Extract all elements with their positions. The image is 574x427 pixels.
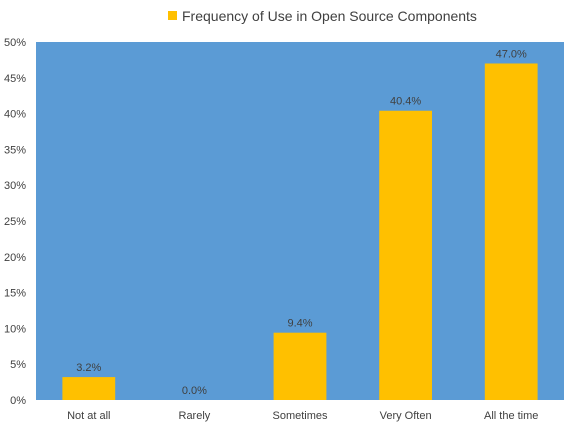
x-tick-label: Very Often	[380, 410, 432, 422]
y-tick-label: 40%	[4, 109, 26, 121]
x-tick-label: Sometimes	[272, 410, 328, 422]
data-label: 47.0%	[496, 48, 527, 60]
data-label: 9.4%	[287, 318, 312, 330]
data-label: 3.2%	[76, 362, 101, 374]
y-tick-label: 35%	[4, 144, 26, 156]
legend-swatch	[168, 11, 177, 20]
legend: Frequency of Use in Open Source Componen…	[168, 8, 477, 24]
x-axis: Not at all Rarely Sometimes Very Often All t…	[67, 410, 538, 422]
data-label: 40.4%	[390, 96, 421, 108]
y-tick-label: 45%	[4, 73, 26, 85]
bars	[62, 63, 538, 401]
bar	[62, 377, 116, 400]
y-axis: 0% 5% 10% 15% 20% 25% 30% 35% 40% 45% 50%	[4, 37, 26, 407]
y-tick-label: 15%	[4, 288, 26, 300]
bar	[484, 63, 538, 400]
y-tick-label: 25%	[4, 216, 26, 228]
y-tick-label: 5%	[10, 359, 26, 371]
x-tick-label: Rarely	[179, 410, 211, 422]
bar	[379, 110, 432, 401]
x-tick-label: Not at all	[67, 410, 110, 422]
y-tick-label: 20%	[4, 252, 26, 264]
bar	[273, 332, 327, 400]
y-tick-label: 50%	[4, 37, 26, 49]
y-tick-label: 30%	[4, 180, 26, 192]
legend-label: Frequency of Use in Open Source Componen…	[182, 8, 477, 24]
y-tick-label: 0%	[10, 395, 26, 407]
data-labels: 3.2% 0.0% 9.4% 40.4% 47.0%	[76, 48, 527, 397]
y-tick-label: 10%	[4, 323, 26, 335]
data-label: 0.0%	[182, 385, 207, 397]
x-tick-label: All the time	[484, 410, 538, 422]
